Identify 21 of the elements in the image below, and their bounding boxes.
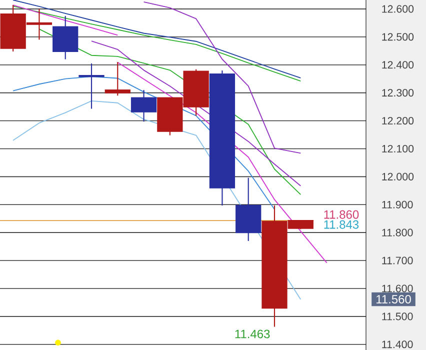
candlestick bbox=[78, 62, 104, 110]
y-tick-label: 11.800 bbox=[382, 228, 413, 236]
y-tick-label: 12.500 bbox=[382, 33, 414, 41]
y-tick-label: 12.400 bbox=[382, 61, 414, 69]
y-tick-label: 11.900 bbox=[382, 200, 413, 208]
y-tick-label: 12.600 bbox=[382, 5, 414, 13]
y-tick-label: 11.700 bbox=[382, 256, 413, 264]
y-tick-label: 11.400 bbox=[382, 340, 413, 348]
annotation: 11.860 bbox=[324, 210, 359, 219]
annotation: 11.463 bbox=[235, 330, 270, 338]
y-tick-label: 11.600 bbox=[382, 284, 413, 292]
y-tick-label: 12.300 bbox=[382, 89, 414, 97]
line-series bbox=[143, 1, 302, 154]
text: 11.560 bbox=[376, 294, 411, 304]
annotation: 11.843 bbox=[324, 220, 359, 229]
y-tick-label: 11.500 bbox=[382, 312, 413, 320]
y-tick-label: 12.100 bbox=[382, 144, 414, 152]
y-tick-label: 12.200 bbox=[382, 116, 414, 125]
y-tick-label: 12.000 bbox=[382, 172, 414, 180]
candlestick bbox=[104, 62, 130, 96]
line-series bbox=[12, 4, 118, 36]
